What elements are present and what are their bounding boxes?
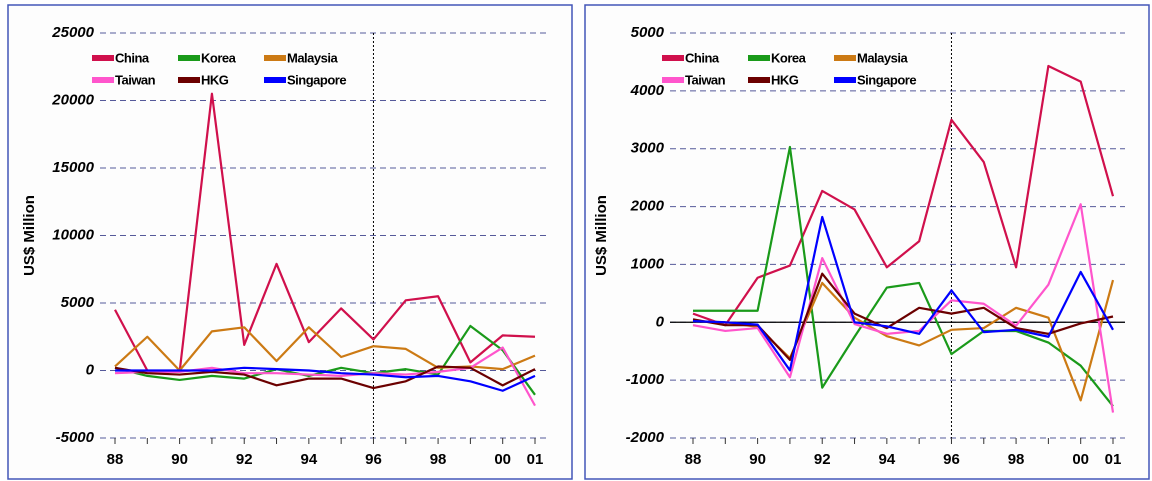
panel xyxy=(584,4,1150,480)
x-tick-label: 96 xyxy=(365,451,382,468)
y-tick-label: -1000 xyxy=(626,371,665,388)
legend-label: Taiwan xyxy=(115,72,156,87)
legend-label: Taiwan xyxy=(685,72,726,87)
x-tick-label: 98 xyxy=(430,451,447,468)
y-axis-title: US$ Million xyxy=(21,195,38,276)
x-tick-label: 92 xyxy=(814,451,831,468)
x-tick-label: 92 xyxy=(236,451,253,468)
line-series xyxy=(114,92,536,373)
line-series xyxy=(114,365,536,390)
y-tick-label: 1000 xyxy=(631,255,665,272)
x-tick-label: 90 xyxy=(171,451,188,468)
y-tick-label: 3000 xyxy=(631,140,665,157)
y-tick-label: 0 xyxy=(86,361,95,378)
y-tick-label: 4000 xyxy=(630,82,665,99)
x-tick-label: 01 xyxy=(527,451,544,468)
x-tick-label: 00 xyxy=(1072,451,1089,468)
y-tick-label: 10000 xyxy=(52,226,94,243)
y-tick-label: 2000 xyxy=(630,198,665,215)
line-series xyxy=(692,215,1114,372)
line-series xyxy=(692,203,1115,413)
y-tick-label: 15000 xyxy=(52,159,94,176)
legend-label: Korea xyxy=(771,50,807,65)
y-tick-label: -2000 xyxy=(626,429,665,446)
legend-label: Singapore xyxy=(287,72,346,87)
x-tick-label: 88 xyxy=(685,451,702,468)
y-tick-label: 0 xyxy=(656,313,665,330)
x-tick-label: 98 xyxy=(1008,451,1025,468)
y-tick-label: 5000 xyxy=(631,24,665,41)
legend-label: Malaysia xyxy=(857,50,908,65)
legend-label: Korea xyxy=(201,50,237,65)
line-series xyxy=(693,145,1114,407)
x-tick-label: 96 xyxy=(943,451,960,468)
legend-label: China xyxy=(685,50,720,65)
y-tick-label: 20000 xyxy=(51,91,94,108)
y-tick-label: 25000 xyxy=(51,24,94,41)
x-tick-label: 94 xyxy=(879,451,896,468)
y-axis-title: US$ Million xyxy=(593,195,610,276)
legend-label: HKG xyxy=(771,72,799,87)
legend-label: HKG xyxy=(201,72,229,87)
x-tick-label: 01 xyxy=(1105,451,1122,468)
legend-label: Singapore xyxy=(857,72,916,87)
x-tick-label: 88 xyxy=(107,451,124,468)
line-series xyxy=(115,366,536,392)
panel xyxy=(7,4,573,480)
x-tick-label: 94 xyxy=(301,451,318,468)
x-tick-label: 90 xyxy=(749,451,766,468)
legend-label: China xyxy=(115,50,150,65)
x-tick-label: 00 xyxy=(494,451,511,468)
line-series xyxy=(692,64,1115,327)
y-tick-label: -5000 xyxy=(56,429,95,446)
legend-label: Malaysia xyxy=(287,50,338,65)
y-tick-label: 5000 xyxy=(61,294,95,311)
